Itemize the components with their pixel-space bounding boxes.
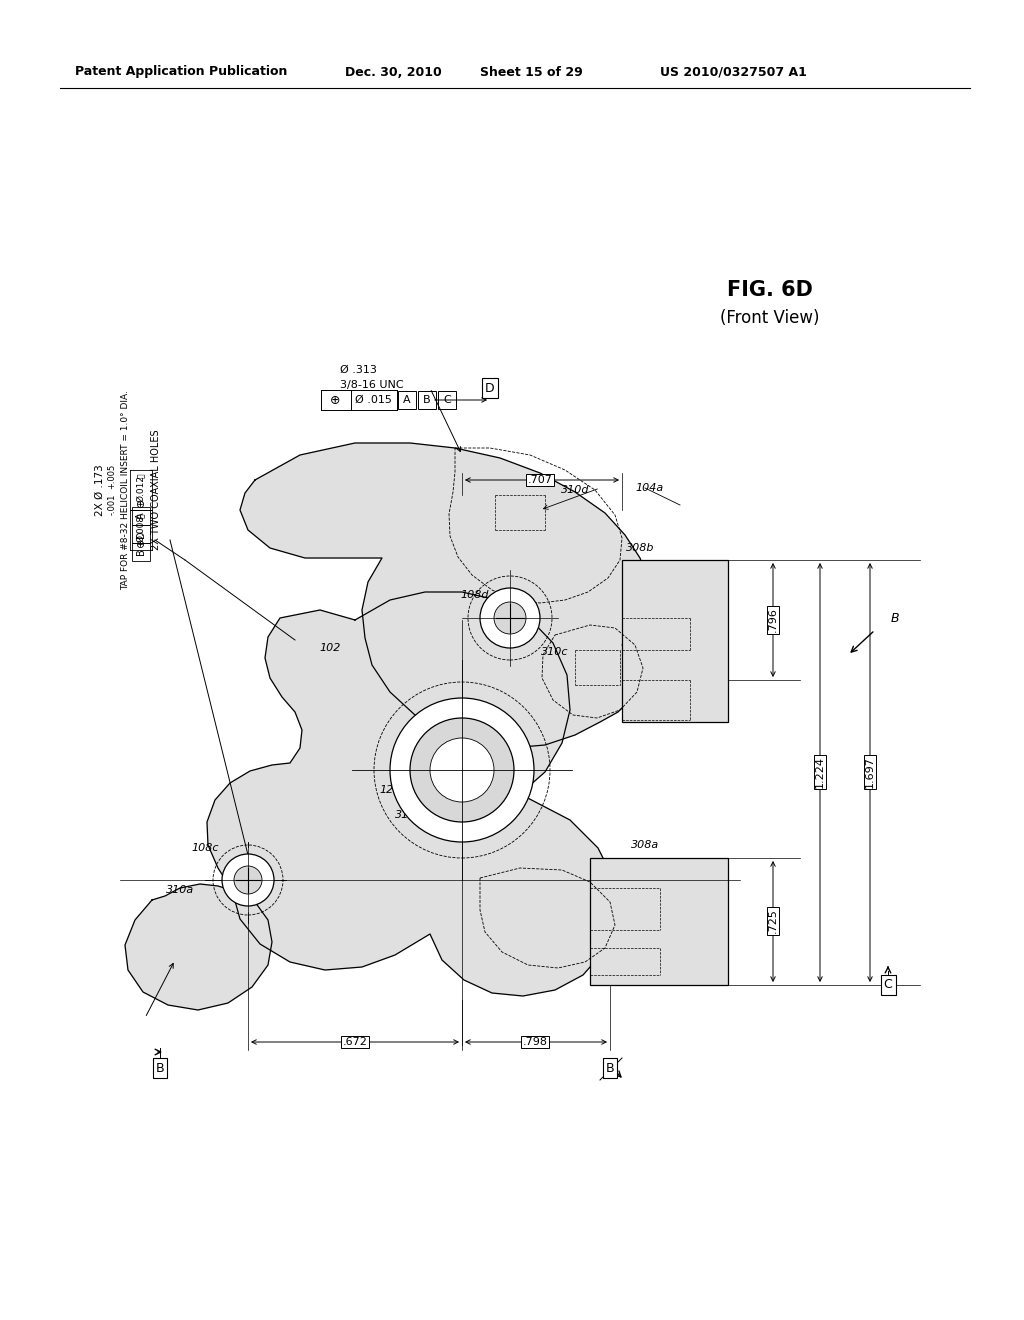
Text: 1.697: 1.697 [865, 756, 874, 788]
Text: B: B [156, 1061, 164, 1074]
Text: B: B [136, 549, 146, 556]
Polygon shape [207, 591, 617, 997]
Text: 3/8-16 UNC: 3/8-16 UNC [340, 380, 403, 389]
Text: FIG. 6D: FIG. 6D [727, 280, 813, 300]
Bar [132, 543, 150, 561]
Bar [132, 507, 150, 525]
Text: .725: .725 [768, 908, 778, 933]
Text: Ø .015: Ø .015 [354, 395, 391, 405]
Bar [418, 391, 436, 409]
Circle shape [222, 854, 274, 906]
Text: .707: .707 [527, 475, 552, 484]
Text: (Front View): (Front View) [720, 309, 820, 327]
Text: 310d: 310d [561, 484, 589, 495]
Circle shape [390, 698, 534, 842]
Text: D: D [136, 531, 146, 537]
Text: D: D [485, 381, 495, 395]
Text: Sheet 15 of 29: Sheet 15 of 29 [480, 66, 583, 78]
Text: 310b: 310b [395, 810, 424, 820]
Text: B: B [605, 1061, 614, 1074]
Text: 306: 306 [439, 725, 461, 735]
Text: 310a: 310a [166, 884, 195, 895]
Text: 123: 123 [379, 785, 400, 795]
Bar [132, 525, 150, 543]
Bar [438, 391, 456, 409]
Circle shape [410, 718, 514, 822]
Text: 108d: 108d [461, 590, 489, 601]
Text: 308a: 308a [631, 840, 659, 850]
Text: 2X TWO COAXIAL HOLES: 2X TWO COAXIAL HOLES [151, 430, 161, 550]
Text: Ⓜ: Ⓜ [136, 513, 145, 519]
Text: -.001: -.001 [108, 494, 117, 515]
Text: C: C [443, 395, 451, 405]
Text: A: A [136, 512, 146, 519]
Text: ⊕: ⊕ [136, 498, 146, 507]
Circle shape [480, 587, 540, 648]
Circle shape [494, 602, 526, 634]
Text: Ø.008: Ø.008 [136, 515, 145, 541]
Text: 102: 102 [319, 643, 341, 653]
Text: 1.224: 1.224 [815, 756, 825, 788]
Text: Ø.012: Ø.012 [136, 474, 145, 502]
Text: .672: .672 [343, 1038, 368, 1047]
Circle shape [430, 738, 494, 803]
Text: Ⓜ: Ⓜ [136, 474, 145, 478]
Text: .796: .796 [768, 607, 778, 632]
Polygon shape [125, 884, 272, 1010]
Text: US 2010/0327507 A1: US 2010/0327507 A1 [660, 66, 807, 78]
Text: .798: .798 [522, 1038, 548, 1047]
Text: 308b: 308b [626, 543, 654, 553]
Text: C: C [884, 978, 892, 991]
Bar [398, 391, 416, 409]
Text: 310c: 310c [542, 647, 568, 657]
Text: Ø .313: Ø .313 [340, 366, 377, 375]
Text: +.005: +.005 [108, 463, 117, 488]
Text: 104a: 104a [636, 483, 665, 492]
Bar [622, 560, 728, 722]
Text: ⊕: ⊕ [136, 537, 146, 546]
Text: TAP FOR #8-32 HELICOIL INSERT = 1.0° DIA.: TAP FOR #8-32 HELICOIL INSERT = 1.0° DIA… [122, 391, 130, 590]
Polygon shape [240, 444, 648, 748]
Text: ⊕: ⊕ [330, 393, 340, 407]
Circle shape [234, 866, 262, 894]
Text: B: B [423, 395, 431, 405]
Text: A: A [403, 395, 411, 405]
Text: 108c: 108c [191, 843, 219, 853]
Text: B: B [891, 611, 899, 624]
Text: 2X Ø .173: 2X Ø .173 [95, 465, 105, 516]
Text: Dec. 30, 2010: Dec. 30, 2010 [345, 66, 441, 78]
Bar [590, 858, 728, 985]
Text: Patent Application Publication: Patent Application Publication [75, 66, 288, 78]
